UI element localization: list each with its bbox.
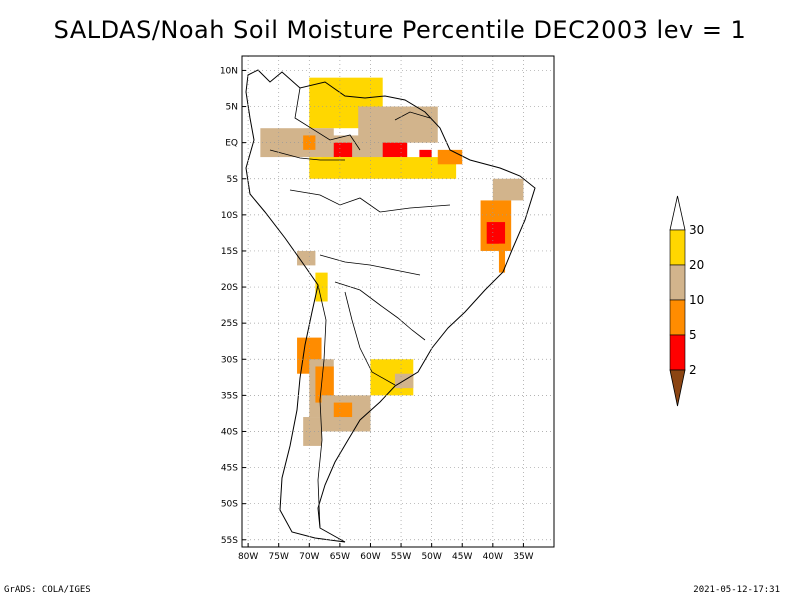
lat-tick-label: 45S	[221, 464, 238, 474]
colorbar-below-triangle	[669, 369, 686, 407]
lon-tick-label: 40W	[483, 552, 503, 562]
percentile-region-p2_5	[486, 222, 506, 244]
footer-credit: GrADS: COLA/IGES	[4, 585, 91, 595]
lon-tick-label: 65W	[330, 552, 350, 562]
percentile-region-p10_20	[401, 106, 438, 143]
percentile-region-p10_20	[492, 178, 524, 201]
lon-tick-label: 70W	[299, 552, 319, 562]
lon-tick-label: 50W	[421, 552, 441, 562]
colorbar-label: 30	[689, 223, 704, 237]
lon-tick-label: 75W	[269, 552, 289, 562]
lon-tick-label: 60W	[360, 552, 380, 562]
lat-tick-label: 15S	[221, 247, 238, 257]
border-line	[319, 254, 421, 276]
footer-timestamp: 2021-05-12-17:31	[693, 585, 780, 595]
percentile-region-p5_10	[437, 149, 463, 165]
colorbar-label: 5	[689, 328, 697, 342]
lat-tick-label: 5S	[227, 175, 239, 185]
lat-tick-label: 40S	[221, 427, 238, 437]
lat-tick-label: EQ	[225, 139, 238, 149]
border-line	[334, 281, 426, 341]
colorbar-label: 2	[689, 363, 697, 377]
map-title: SALDAS/Noah Soil Moisture Percentile DEC…	[53, 16, 747, 44]
lat-tick-label: 30S	[221, 355, 238, 365]
lat-tick-label: 50S	[221, 500, 238, 510]
continent-outline	[245, 69, 536, 543]
latitude-labels: 10N 5N EQ 5S 10S 15S 20S 25S 30S 35S 40S 45S 50S 55S	[220, 66, 238, 545]
longitude-labels: 80W 75W 70W 65W 60W 55W 50W 45W 40W 35W	[238, 552, 534, 562]
percentile-region-p5_10	[303, 135, 316, 150]
percentile-region-p2_5	[333, 142, 353, 158]
border-line	[344, 291, 396, 386]
border-line	[269, 149, 345, 161]
map-frame	[241, 55, 555, 548]
colorbar-swatch-p2_5	[669, 334, 686, 371]
colorbar-above-triangle	[669, 195, 686, 231]
grid-lines	[242, 56, 554, 547]
colorbar-swatch-p5_10	[669, 299, 686, 336]
border-line	[289, 189, 451, 213]
lat-tick-label: 25S	[221, 319, 238, 329]
percentile-region-p20_30	[315, 272, 328, 302]
lat-tick-label: 10N	[220, 66, 238, 76]
colorbar-swatch-p10_20	[669, 264, 686, 301]
percentile-region-p5_10	[315, 366, 334, 403]
percentile-region-p5_10	[333, 402, 353, 418]
percentile-region-p10_20	[303, 417, 322, 446]
percentile-region-p2_5	[382, 142, 408, 158]
colorbar-swatch-p20_30	[669, 229, 686, 266]
border-line	[394, 111, 431, 121]
colorbar: 30 20 10 5 2	[669, 195, 704, 407]
border-line	[317, 284, 327, 529]
colorbar-label: 10	[689, 293, 704, 307]
south-america-coastline	[245, 69, 536, 543]
lat-tick-label: 10S	[221, 211, 238, 221]
country-borders	[269, 87, 451, 529]
lat-tick-label: 20S	[221, 283, 238, 293]
lat-tick-label: 35S	[221, 391, 238, 401]
lat-tick-label: 55S	[221, 536, 238, 546]
lon-tick-label: 55W	[391, 552, 411, 562]
lon-tick-label: 35W	[513, 552, 533, 562]
lon-tick-label: 45W	[452, 552, 472, 562]
colorbar-label: 20	[689, 258, 704, 272]
percentile-fills	[260, 77, 524, 446]
border-line	[294, 87, 361, 151]
percentile-region-p20_30	[309, 157, 457, 179]
lat-tick-label: 5N	[226, 103, 238, 113]
percentile-region-p5_10	[498, 243, 506, 273]
lon-tick-label: 80W	[238, 552, 258, 562]
